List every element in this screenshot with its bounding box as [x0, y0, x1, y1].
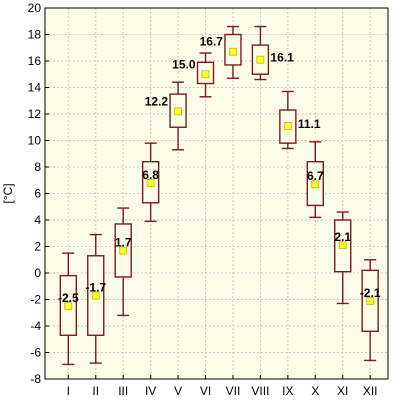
x-tick-label: III [118, 384, 128, 398]
y-tick-label: -8 [30, 372, 41, 386]
mean-marker [311, 180, 320, 189]
mean-marker [338, 241, 347, 250]
y-tick-label: 6 [34, 187, 41, 201]
box-XI [334, 211, 352, 305]
box-X [306, 141, 324, 219]
x-tick-label: II [92, 384, 99, 398]
box-IV [141, 142, 160, 223]
mean-label-VI: 15.0 [172, 57, 196, 71]
x-tick-label: IX [282, 384, 293, 398]
mean-marker [146, 178, 155, 187]
box-I [59, 252, 78, 366]
mean-marker [201, 70, 210, 79]
y-tick-label: 12 [28, 107, 42, 121]
mean-label-X: 6.7 [307, 169, 324, 183]
data-labels: -2.5 -1.7 1.7 6.8 12.2 15.0 16.7 16.1 11.1 6.7 2.1… [58, 35, 381, 305]
box-IX [279, 90, 297, 150]
box-XII [361, 259, 379, 362]
x-tick-label: XII [363, 384, 378, 398]
y-tick-label: 2 [34, 240, 41, 254]
x-tick-label: VI [200, 384, 211, 398]
mean-label-VIII: 16.1 [270, 51, 294, 65]
mean-marker [174, 107, 182, 116]
boxes [59, 25, 379, 366]
mean-marker [119, 246, 128, 255]
x-tick-label: VII [226, 384, 241, 398]
x-tick-label: I [67, 384, 70, 398]
mean-label-IV: 6.8 [142, 168, 159, 182]
box-VII [224, 25, 242, 79]
y-tick-label: -4 [30, 319, 41, 333]
y-tick-label: 20 [28, 1, 42, 15]
mean-marker [366, 296, 375, 305]
y-tick-label: 14 [28, 81, 42, 95]
x-tick-label: V [174, 384, 182, 398]
mean-label-XI: 2.1 [334, 230, 351, 244]
x-tick-label: VIII [251, 384, 269, 398]
mean-marker [229, 47, 237, 56]
x-tick-label: X [311, 384, 319, 398]
mean-label-XII: -2.1 [360, 286, 381, 300]
mean-label-VII: 16.7 [200, 35, 224, 49]
box-VI [196, 52, 215, 98]
y-axis-title: [°C] [1, 183, 15, 203]
box-III [114, 207, 132, 317]
mean-marker [256, 55, 265, 64]
mean-marker [283, 122, 292, 130]
y-tick-label: 16 [28, 54, 42, 68]
mean-marker [91, 291, 100, 300]
y-tick-label: 18 [28, 28, 42, 42]
y-tick-label: -2 [30, 293, 41, 307]
mean-label-I: -2.5 [58, 291, 79, 305]
mean-marker [64, 302, 73, 311]
mean-label-V: 12.2 [145, 94, 169, 108]
plot-frame [44, 7, 389, 380]
mean-label-IX: 11.1 [298, 117, 321, 131]
mean-label-III: 1.7 [115, 235, 132, 249]
x-tick-label: XI [337, 384, 348, 398]
mean-label-II: -1.7 [85, 281, 106, 295]
y-tick-label: 8 [34, 160, 41, 174]
x-tick-label: IV [145, 384, 156, 398]
y-tick-label: 0 [34, 266, 41, 280]
box-II [87, 233, 105, 364]
box-V [169, 81, 187, 151]
y-tick-label: 4 [34, 213, 41, 227]
y-tick-label: 10 [28, 134, 42, 148]
box-VIII [251, 25, 270, 81]
y-tick-label: -6 [30, 346, 41, 360]
